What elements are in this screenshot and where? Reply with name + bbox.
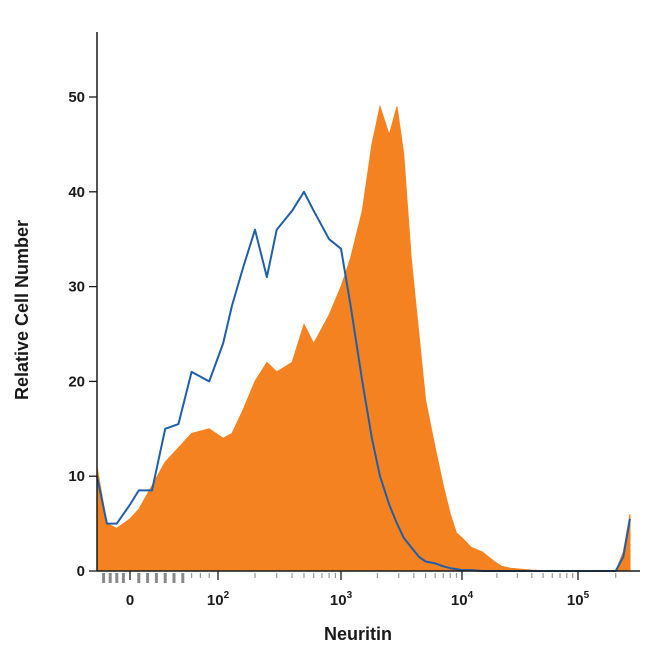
x-minor-ticks <box>102 573 617 583</box>
tick-layer: 0 10 20 30 40 50 0 102 103 104 105 <box>68 89 589 609</box>
x-tick-label-0: 0 <box>126 592 134 609</box>
y-tick-label-30: 30 <box>68 279 85 296</box>
y-tick-label-10: 10 <box>68 468 85 485</box>
x-tick-label-1000: 103 <box>330 590 353 609</box>
series-layer <box>96 104 631 572</box>
x-axis-title: Neuritin <box>324 624 392 644</box>
y-tick-label-40: 40 <box>68 184 85 201</box>
y-tick-label-20: 20 <box>68 373 85 390</box>
y-axis-title: Relative Cell Number <box>12 220 32 400</box>
x-tick-label-100000: 105 <box>567 590 590 609</box>
y-tick-label-0: 0 <box>77 563 85 580</box>
y-tick-label-50: 50 <box>68 89 85 106</box>
x-tick-label-10000: 104 <box>451 590 474 609</box>
series-0-area <box>96 104 631 572</box>
x-tick-label-100: 102 <box>207 590 230 609</box>
